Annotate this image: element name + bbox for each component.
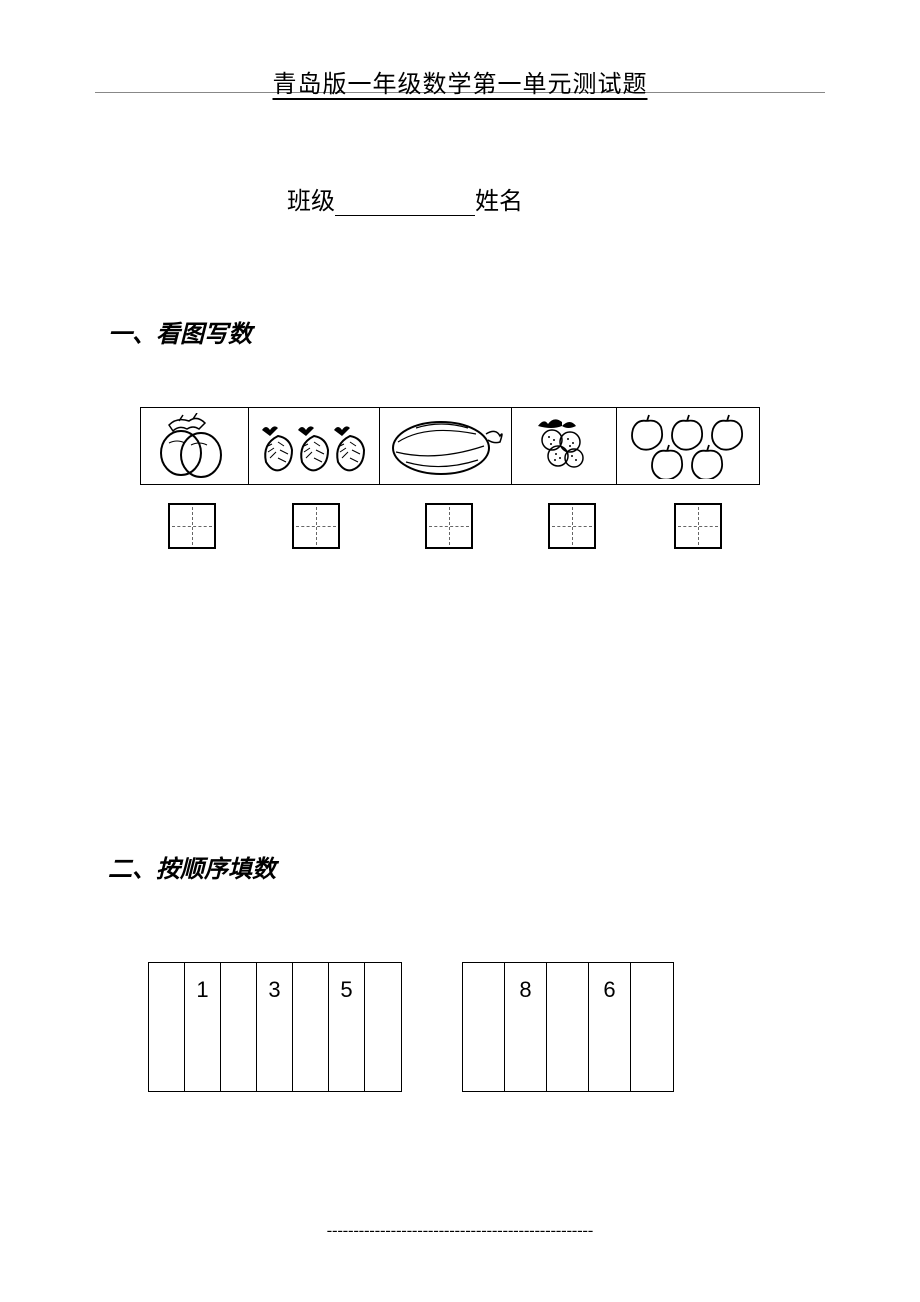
answer-box-5[interactable] [674,503,722,549]
answer-box-1[interactable] [168,503,216,549]
seq1-cell-0[interactable] [149,963,185,1091]
sequence-tables-row: 1 3 5 8 6 [148,962,920,1092]
apples-icon [623,413,753,479]
answer-box-3[interactable] [425,503,473,549]
class-blank[interactable] [335,194,475,216]
answer-box-2[interactable] [292,503,340,549]
seq2-cell-3: 6 [589,963,631,1091]
seq1-cell-2[interactable] [221,963,257,1091]
fruit-image-row [140,407,760,485]
section-2-title: 二、按顺序填数 [108,849,920,884]
seq1-cell-1: 1 [185,963,221,1091]
seq2-cell-4[interactable] [631,963,673,1091]
answer-box-4[interactable] [548,503,596,549]
answer-box-row [140,503,760,549]
peaches-icon [254,416,374,476]
seq2-cell-1: 8 [505,963,547,1091]
class-label: 班级 [287,189,335,215]
seq1-cell-3: 3 [257,963,293,1091]
page-title: 青岛版一年级数学第一单元测试题 [0,0,920,99]
berries-icon [524,416,604,476]
footer-dashes: ----------------------------------------… [0,1222,920,1240]
student-info-line: 班级 姓名 [0,181,920,216]
sequence-table-2: 8 6 [462,962,674,1092]
seq2-cell-0[interactable] [463,963,505,1091]
name-label: 姓名 [475,189,523,215]
fruit-cell-peaches [249,408,381,484]
seq1-cell-4[interactable] [293,963,329,1091]
mango-icon [149,413,239,479]
fruit-cell-mango [141,408,249,484]
fruit-cell-apples [617,408,759,484]
fruit-cell-melon [380,408,512,484]
seq1-cell-6[interactable] [365,963,401,1091]
seq2-cell-2[interactable] [547,963,589,1091]
melon-icon [386,414,506,478]
section-1-title: 一、看图写数 [108,314,920,349]
fruit-cell-berries [512,408,618,484]
sequence-table-1: 1 3 5 [148,962,402,1092]
seq1-cell-5: 5 [329,963,365,1091]
